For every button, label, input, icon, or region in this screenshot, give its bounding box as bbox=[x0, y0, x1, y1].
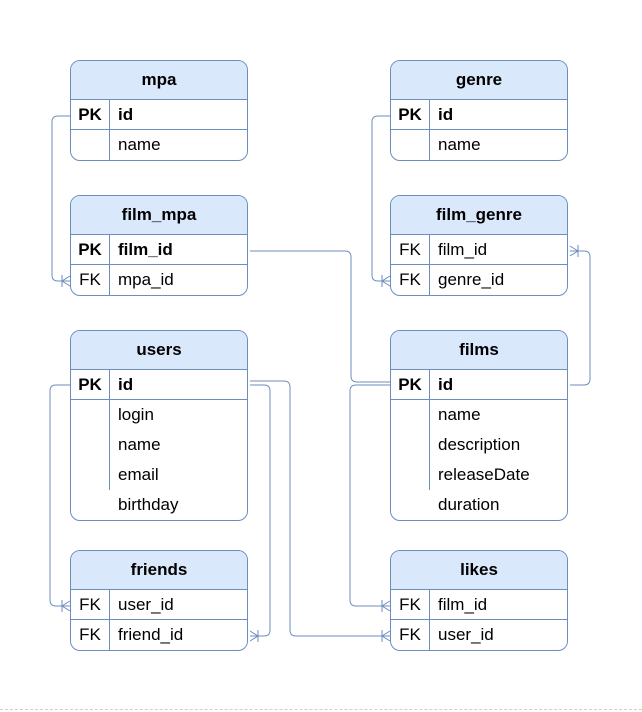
key-badge: PK bbox=[71, 370, 110, 399]
field-name: name bbox=[118, 135, 161, 154]
entity-title: film_mpa bbox=[71, 196, 247, 235]
key-badge: FK bbox=[71, 590, 110, 619]
field-name: film_id bbox=[438, 239, 488, 259]
field-name: friend_id bbox=[118, 625, 184, 644]
key-badge: PK bbox=[71, 235, 110, 264]
field-row[interactable]: PK id bbox=[71, 370, 247, 400]
crowfoot-film_mpa-mpa_id bbox=[61, 275, 71, 287]
field-name: user_id bbox=[118, 594, 174, 614]
field-row[interactable]: FK user_id bbox=[71, 590, 247, 620]
field-name: name bbox=[438, 135, 481, 154]
field-name: id bbox=[438, 374, 454, 394]
entity-title: film_genre bbox=[391, 196, 567, 235]
crowfoot-film_genre-film_id bbox=[569, 245, 579, 257]
key-badge: FK bbox=[391, 235, 430, 264]
field-row[interactable]: name bbox=[71, 130, 247, 160]
field-row[interactable]: email bbox=[71, 460, 247, 490]
field-name: releaseDate bbox=[438, 465, 530, 484]
field-row[interactable]: duration bbox=[391, 490, 567, 520]
field-name: name bbox=[438, 405, 481, 424]
key-badge bbox=[391, 130, 430, 160]
crowfoot-likes-user_id bbox=[381, 630, 391, 642]
entity-film_genre[interactable]: film_genre FK film_id FK genre_id bbox=[390, 195, 568, 296]
rel-genre-film_genre bbox=[371, 115, 390, 282]
field-row[interactable]: birthday bbox=[71, 490, 247, 520]
crowfoot-friends-user_id bbox=[61, 600, 71, 612]
field-name: film_id bbox=[118, 239, 173, 259]
entity-film_mpa[interactable]: film_mpa PK film_id FK mpa_id bbox=[70, 195, 248, 296]
key-badge bbox=[71, 430, 110, 460]
field-name: description bbox=[438, 435, 521, 454]
entity-friends[interactable]: friends FK user_id FK friend_id bbox=[70, 550, 248, 651]
key-badge bbox=[71, 490, 110, 520]
page-bottom-border bbox=[0, 709, 642, 710]
rel-users-friends-friend bbox=[250, 384, 271, 637]
key-badge bbox=[71, 400, 110, 430]
field-name: user_id bbox=[438, 625, 494, 644]
entity-title: films bbox=[391, 331, 567, 370]
crowfoot-film_genre-genre_id bbox=[381, 275, 391, 287]
field-row[interactable]: FK film_id bbox=[391, 590, 567, 620]
crowfoot-likes-film_id bbox=[381, 600, 391, 612]
entity-users[interactable]: users PK id login name email birthday bbox=[70, 330, 248, 521]
entity-mpa[interactable]: mpa PK id name bbox=[70, 60, 248, 161]
entity-likes[interactable]: likes FK film_id FK user_id bbox=[390, 550, 568, 651]
crowfoot-friends-friend_id bbox=[249, 630, 259, 642]
key-badge bbox=[391, 460, 430, 490]
field-row[interactable]: FK film_id bbox=[391, 235, 567, 265]
field-row[interactable]: name bbox=[391, 400, 567, 430]
entity-films[interactable]: films PK id name description releaseDate… bbox=[390, 330, 568, 521]
key-badge bbox=[391, 430, 430, 460]
field-row[interactable]: PK film_id bbox=[71, 235, 247, 265]
key-badge: FK bbox=[391, 265, 430, 295]
rel-film_mpa-films bbox=[250, 250, 390, 383]
field-row[interactable]: PK id bbox=[71, 100, 247, 130]
field-name: name bbox=[118, 435, 161, 454]
key-badge: FK bbox=[71, 265, 110, 295]
key-badge bbox=[71, 130, 110, 160]
field-row[interactable]: login bbox=[71, 400, 247, 430]
field-name: duration bbox=[438, 495, 500, 514]
key-badge: PK bbox=[71, 100, 110, 129]
field-name: id bbox=[118, 374, 134, 394]
field-name: birthday bbox=[118, 495, 179, 514]
key-badge: FK bbox=[391, 590, 430, 619]
entity-title: genre bbox=[391, 61, 567, 100]
field-name: film_id bbox=[438, 594, 488, 614]
entity-title: users bbox=[71, 331, 247, 370]
field-row[interactable]: releaseDate bbox=[391, 460, 567, 490]
rel-mpa-film_mpa bbox=[51, 115, 70, 282]
field-name: id bbox=[438, 104, 454, 124]
field-row[interactable]: FK friend_id bbox=[71, 620, 247, 650]
entity-genre[interactable]: genre PK id name bbox=[390, 60, 568, 161]
key-badge bbox=[391, 490, 430, 520]
field-name: mpa_id bbox=[118, 270, 174, 289]
key-badge: PK bbox=[391, 370, 430, 399]
field-name: genre_id bbox=[438, 270, 505, 289]
key-badge: FK bbox=[71, 620, 110, 650]
field-row[interactable]: name bbox=[71, 430, 247, 460]
key-badge bbox=[391, 400, 430, 430]
key-badge: PK bbox=[391, 100, 430, 129]
rel-users-friends-user bbox=[49, 384, 70, 607]
key-badge: FK bbox=[391, 620, 430, 650]
field-name: email bbox=[118, 465, 159, 484]
field-name: login bbox=[118, 405, 154, 424]
entity-title: likes bbox=[391, 551, 567, 590]
field-name: id bbox=[118, 104, 134, 124]
field-row[interactable]: description bbox=[391, 430, 567, 460]
rel-films-film_genre bbox=[570, 250, 591, 386]
rel-users-likes bbox=[250, 380, 390, 637]
field-row[interactable]: name bbox=[391, 130, 567, 160]
field-row[interactable]: FK mpa_id bbox=[71, 265, 247, 295]
rel-films-likes bbox=[349, 384, 390, 607]
field-row[interactable]: PK id bbox=[391, 370, 567, 400]
field-row[interactable]: FK genre_id bbox=[391, 265, 567, 295]
field-row[interactable]: FK user_id bbox=[391, 620, 567, 650]
entity-title: mpa bbox=[71, 61, 247, 100]
key-badge bbox=[71, 460, 110, 490]
entity-title: friends bbox=[71, 551, 247, 590]
field-row[interactable]: PK id bbox=[391, 100, 567, 130]
